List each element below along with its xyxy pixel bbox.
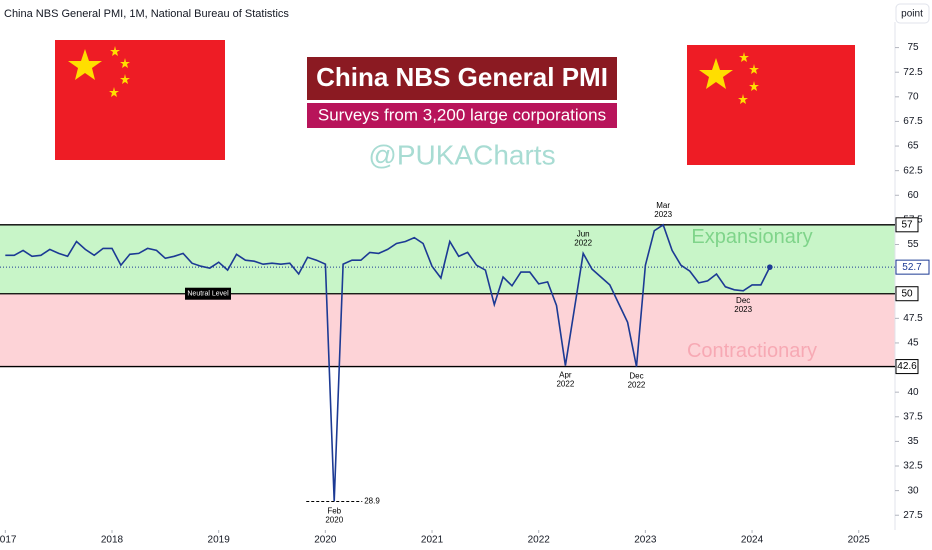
unit-button-label[interactable]: point [901,9,923,20]
subtitle-banner [307,103,617,128]
annotation: 2022 [628,381,646,390]
annotation: 2022 [556,380,574,389]
last-value-label: 52.7 [902,262,922,273]
zone-label: Contractionary [687,340,817,362]
chart-subtitle: Surveys from 3,200 large corporations [318,105,606,124]
zone [0,224,895,294]
y-tick-label: 62.5 [903,165,923,176]
level-label-box [895,217,919,233]
level-label-box [895,359,919,375]
y-tick-label: 32.5 [903,461,923,472]
zone-label: Expansionary [691,226,812,248]
annotation: Jun [577,229,590,238]
zone [0,293,895,367]
annotation: 2023 [734,305,752,314]
y-tick-label: 65 [907,141,919,152]
x-tick-label: 2018 [101,535,124,546]
x-tick-label: 2020 [314,535,337,546]
y-tick-label: 72.5 [903,67,923,78]
flag-left [55,40,225,160]
y-tick-label: 67.5 [903,116,923,127]
y-tick-label: 75 [907,42,919,53]
chart-header: China NBS General PMI, 1M, National Bure… [4,8,289,20]
flag-right [687,45,855,165]
unit-button[interactable] [895,3,930,24]
chart-title: China NBS General PMI [316,62,608,92]
x-tick-label: 2025 [848,535,871,546]
annotation: Apr [559,371,572,380]
y-tick-label: 60 [907,190,919,201]
series-line [5,223,771,502]
annotation: 2022 [574,238,592,247]
level-label: 57 [901,219,913,230]
y-tick-label: 47.5 [903,313,923,324]
min-value-label: 28.9 [364,497,380,506]
level-label: 42.6 [897,361,917,372]
x-tick-label: 2023 [634,535,657,546]
level-note: Neutral Level [187,291,229,298]
annotation: Feb [327,507,341,516]
annotation: 2020 [325,516,343,525]
y-tick-label: 55 [907,239,919,250]
y-tick-label: 37.5 [903,411,923,422]
x-tick-label: 2021 [421,535,444,546]
y-tick-label: 27.5 [903,510,923,521]
last-point [767,264,773,270]
level-note-box [185,287,231,300]
x-tick-label: 2022 [528,535,551,546]
y-tick-label: 45 [907,338,919,349]
x-tick-label: 2024 [741,535,764,546]
watermark: @PUKACharts [368,139,555,170]
annotation: Dec [736,296,750,305]
y-tick-label: 35 [907,436,919,447]
y-tick-label: 40 [907,387,919,398]
title-banner [307,57,617,100]
level-label-box [895,286,919,302]
annotation: Mar [656,201,670,210]
x-tick-label: 2019 [208,535,231,546]
x-tick-label: 2017 [0,535,17,546]
y-tick-label: 30 [907,485,919,496]
level-label: 50 [901,288,913,299]
annotation: Dec [629,372,643,381]
annotation: 2023 [654,210,672,219]
y-tick-label: 70 [907,91,919,102]
last-value-box [895,259,930,275]
